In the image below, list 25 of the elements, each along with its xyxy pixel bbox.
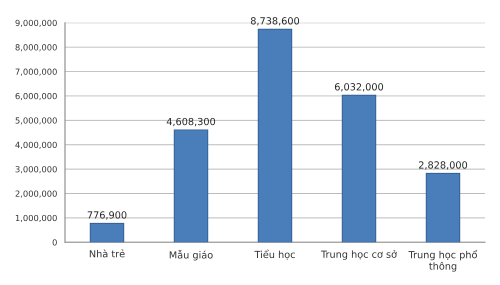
y-tick-label: 8,000,000 — [16, 44, 57, 52]
y-tick-label: 3,000,000 — [16, 166, 57, 174]
y-tick-label: 6,000,000 — [16, 92, 57, 100]
y-tick-label: 4,000,000 — [15, 142, 57, 149]
bar — [342, 94, 376, 242]
y-tick-label: 0 — [52, 239, 57, 246]
x-tick-label: Nhà trẻ — [90, 249, 125, 258]
y-tick-label: 2,000,000 — [16, 190, 57, 198]
y-tick-label: 7,000,000 — [16, 68, 57, 76]
bar — [174, 129, 208, 242]
data-label: 4,608,300 — [166, 118, 216, 126]
data-label: 8,738,600 — [250, 17, 300, 26]
x-tick-label: Trung học phổ thông — [408, 250, 478, 272]
y-tick-label: 9,000,000 — [15, 20, 57, 27]
data-label: 776,900 — [88, 211, 126, 220]
data-label: 2,828,000 — [418, 161, 468, 170]
bar — [90, 222, 124, 242]
bar — [258, 28, 292, 242]
x-tick-label: Trung học cơ sở — [320, 250, 397, 260]
bar — [426, 172, 460, 242]
y-tick-label: 1,000,000 — [16, 214, 57, 222]
x-tick-label: Mẫu giáo — [170, 250, 213, 260]
x-tick-label: Tiểu học — [254, 250, 295, 260]
data-label: 6,032,000 — [334, 83, 384, 92]
y-tick-label: 5,000,000 — [16, 117, 57, 124]
